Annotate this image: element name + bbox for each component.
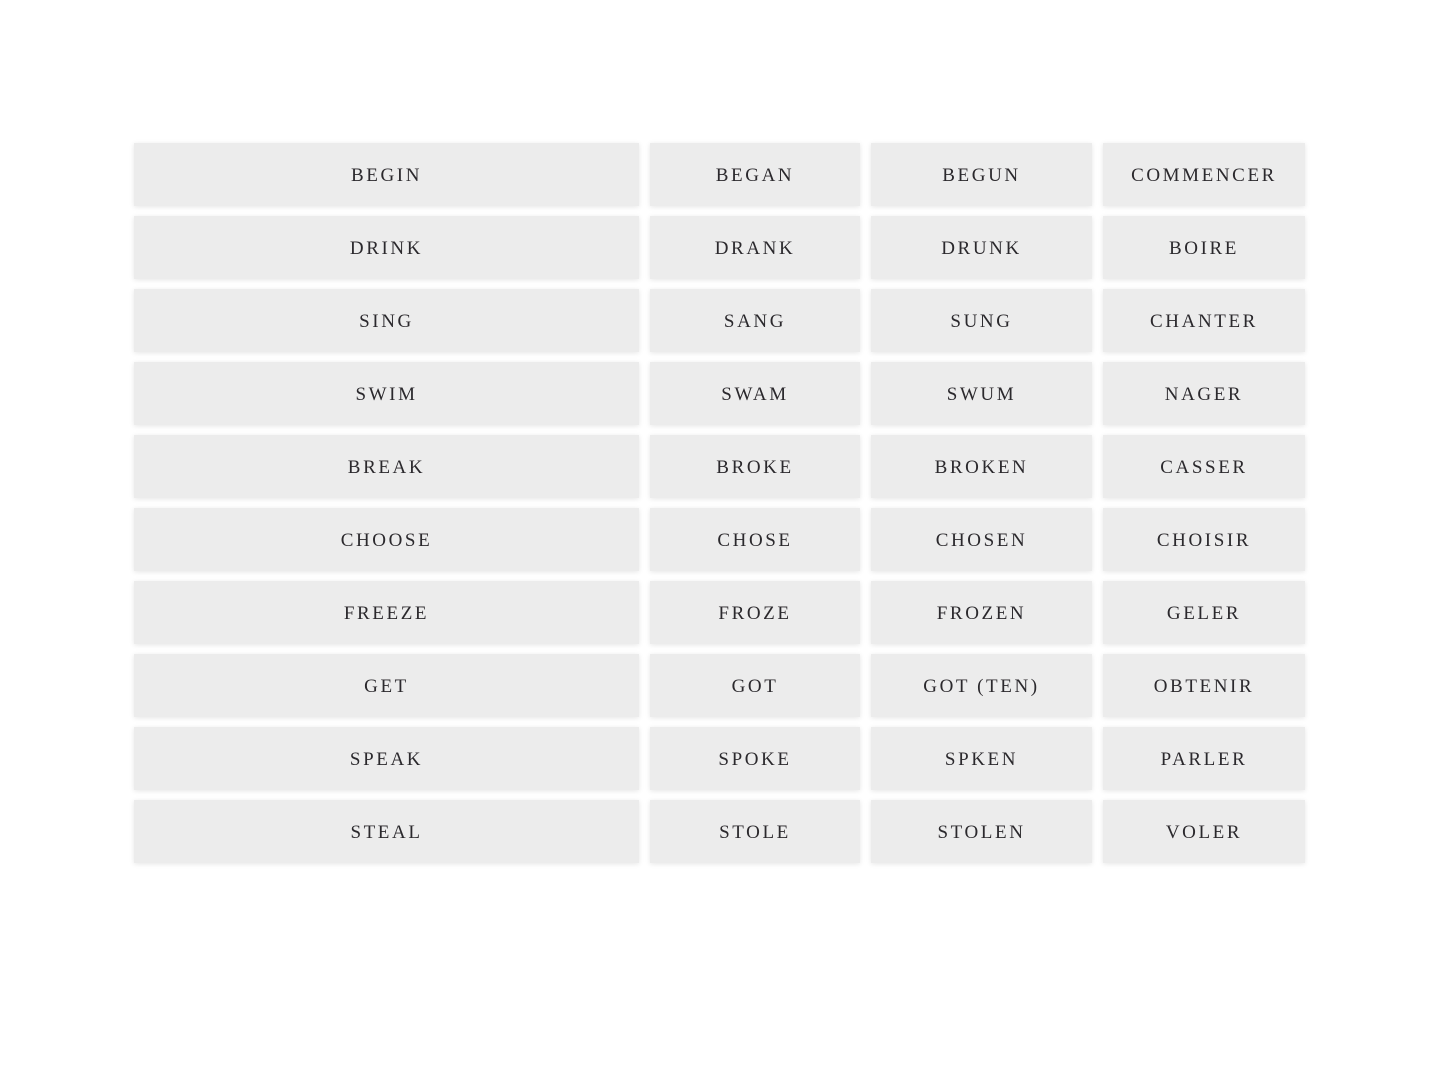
verb-card-label: SANG <box>723 310 787 332</box>
verb-card[interactable]: COMMENCER <box>1103 143 1305 206</box>
verb-card-label: BEGAN <box>715 164 795 186</box>
verb-card[interactable]: GELER <box>1103 581 1305 644</box>
verb-card[interactable]: CASSER <box>1103 435 1305 498</box>
verb-card-label: GOT <box>731 675 779 697</box>
verb-card-label: VOLER <box>1165 821 1243 843</box>
verb-card[interactable]: BEGAN <box>650 143 860 206</box>
verb-card-label: DRINK <box>349 237 424 259</box>
verb-card[interactable]: STEAL <box>134 800 639 863</box>
verb-card-label: GOT (TEN) <box>923 675 1040 697</box>
verb-card[interactable]: VOLER <box>1103 800 1305 863</box>
verb-card-label: SWAM <box>721 383 789 405</box>
verb-card[interactable]: DRANK <box>650 216 860 279</box>
verb-card-label: BROKE <box>716 456 794 478</box>
verb-card[interactable]: PARLER <box>1103 727 1305 790</box>
verb-card[interactable]: CHANTER <box>1103 289 1305 352</box>
verb-card-label: BROKEN <box>934 456 1029 478</box>
verb-card[interactable]: STOLEN <box>871 800 1092 863</box>
verb-card[interactable]: GET <box>134 654 639 717</box>
verb-card[interactable]: NAGER <box>1103 362 1305 425</box>
verb-card-label: PARLER <box>1160 748 1248 770</box>
verb-card[interactable]: CHOSE <box>650 508 860 571</box>
verb-card-label: BREAK <box>347 456 426 478</box>
verb-card[interactable]: DRUNK <box>871 216 1092 279</box>
verb-card[interactable]: BEGIN <box>134 143 639 206</box>
verb-card-label: STEAL <box>350 821 423 843</box>
verb-card-label: SUNG <box>950 310 1013 332</box>
verb-card-label: BEGUN <box>942 164 1021 186</box>
verb-card[interactable]: BEGUN <box>871 143 1092 206</box>
verb-card[interactable]: BOIRE <box>1103 216 1305 279</box>
verb-card[interactable]: GOT <box>650 654 860 717</box>
verb-card-label: BEGIN <box>350 164 423 186</box>
verb-card[interactable]: CHOISIR <box>1103 508 1305 571</box>
verb-card-label: CHOISIR <box>1156 529 1252 551</box>
verb-card[interactable]: BREAK <box>134 435 639 498</box>
verb-card-label: SPOKE <box>718 748 792 770</box>
verb-card[interactable]: SWUM <box>871 362 1092 425</box>
verb-card[interactable]: DRINK <box>134 216 639 279</box>
verb-card[interactable]: FROZEN <box>871 581 1092 644</box>
verb-card[interactable]: FREEZE <box>134 581 639 644</box>
verb-card-label: SPKEN <box>944 748 1019 770</box>
verb-card[interactable]: GOT (TEN) <box>871 654 1092 717</box>
verb-card[interactable]: STOLE <box>650 800 860 863</box>
verb-card-label: STOLEN <box>937 821 1026 843</box>
verb-card-label: NAGER <box>1164 383 1244 405</box>
verb-card[interactable]: CHOOSE <box>134 508 639 571</box>
verb-card[interactable]: SWAM <box>650 362 860 425</box>
verb-card-label: FREEZE <box>343 602 430 624</box>
verb-card[interactable]: FROZE <box>650 581 860 644</box>
verb-card[interactable]: SWIM <box>134 362 639 425</box>
verb-card-label: SWIM <box>355 383 418 405</box>
verb-card-label: GET <box>364 675 409 697</box>
verb-card-label: CASSER <box>1160 456 1248 478</box>
verb-card-label: OBTENIR <box>1153 675 1255 697</box>
verb-card-label: COMMENCER <box>1131 164 1277 186</box>
verb-card[interactable]: SUNG <box>871 289 1092 352</box>
verb-card[interactable]: BROKE <box>650 435 860 498</box>
verb-card-label: SING <box>359 310 414 332</box>
verb-card-label: GELER <box>1166 602 1242 624</box>
verb-card-label: SWUM <box>946 383 1017 405</box>
verb-card[interactable]: SANG <box>650 289 860 352</box>
verb-card-label: CHOSEN <box>935 529 1028 551</box>
verb-card-label: BOIRE <box>1169 237 1239 259</box>
verb-card[interactable]: OBTENIR <box>1103 654 1305 717</box>
verb-card-label: CHOOSE <box>340 529 433 551</box>
verb-card-label: DRANK <box>714 237 796 259</box>
verb-card-label: DRUNK <box>941 237 1022 259</box>
verb-card[interactable]: SPKEN <box>871 727 1092 790</box>
verb-card[interactable]: CHOSEN <box>871 508 1092 571</box>
verb-card-label: FROZEN <box>936 602 1027 624</box>
verb-card-label: SPEAK <box>349 748 424 770</box>
verb-card[interactable]: BROKEN <box>871 435 1092 498</box>
verb-card-label: STOLE <box>719 821 791 843</box>
verb-table: BEGIN BEGAN BEGUN COMMENCER DRINK DRANK DRUNK B… <box>134 143 1305 863</box>
verb-card-label: CHANTER <box>1150 310 1258 332</box>
verb-card[interactable]: SING <box>134 289 639 352</box>
verb-card[interactable]: SPOKE <box>650 727 860 790</box>
verb-card[interactable]: SPEAK <box>134 727 639 790</box>
verb-card-label: FROZE <box>718 602 792 624</box>
verb-card-label: CHOSE <box>717 529 793 551</box>
